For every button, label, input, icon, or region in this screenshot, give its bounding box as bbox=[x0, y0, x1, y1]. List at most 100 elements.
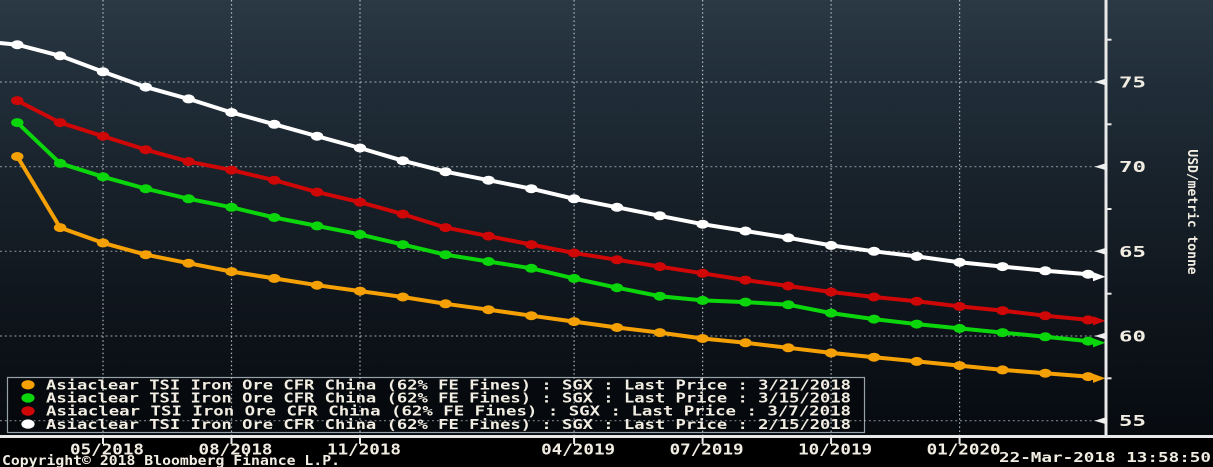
x-axis-label: 11/2018 bbox=[327, 441, 401, 459]
data-point bbox=[11, 96, 24, 106]
data-point bbox=[782, 233, 795, 243]
data-point bbox=[1081, 269, 1095, 279]
legend-marker-curve-2018-02-15 bbox=[21, 419, 35, 429]
data-point bbox=[953, 361, 966, 371]
data-point bbox=[11, 40, 24, 50]
data-point bbox=[268, 273, 281, 283]
data-point bbox=[824, 348, 838, 358]
data-point bbox=[910, 251, 923, 261]
data-point bbox=[396, 240, 409, 250]
data-point bbox=[439, 299, 452, 309]
copyright-text: Copyright© 2018 Bloomberg Finance L.P. bbox=[2, 454, 340, 467]
data-point bbox=[910, 296, 923, 306]
data-point bbox=[182, 94, 195, 104]
data-point bbox=[996, 328, 1009, 338]
data-point bbox=[953, 323, 966, 333]
data-point bbox=[310, 280, 324, 290]
x-axis-label: 10/2019 bbox=[798, 441, 872, 459]
data-point bbox=[953, 257, 966, 267]
series-curve-2018-03-21 bbox=[11, 152, 1106, 383]
series-curve-2018-03-15 bbox=[11, 118, 1106, 348]
data-point bbox=[824, 308, 838, 318]
data-point bbox=[867, 246, 881, 256]
data-point bbox=[182, 157, 195, 167]
data-point bbox=[1039, 266, 1052, 276]
y-axis-tick bbox=[1094, 416, 1107, 425]
series-end-arrow bbox=[1093, 272, 1106, 282]
legend-label-curve-2018-03-15: Asiaclear TSI Iron Ore CFR China (62% FE… bbox=[46, 392, 851, 407]
data-point bbox=[867, 352, 881, 362]
x-axis-label: 04/2019 bbox=[541, 441, 615, 459]
data-point bbox=[696, 219, 709, 229]
data-point bbox=[53, 51, 67, 61]
data-point bbox=[567, 194, 581, 204]
y-axis-tick bbox=[1094, 247, 1107, 256]
data-point bbox=[225, 202, 238, 212]
axis-labels: 05/2018 08/2018 11/2018 04/2019 07/2019 10/20… bbox=[70, 74, 1146, 459]
data-point bbox=[610, 202, 624, 212]
data-point bbox=[482, 175, 495, 185]
data-point bbox=[396, 209, 409, 219]
data-point bbox=[353, 286, 367, 296]
data-point bbox=[310, 221, 324, 231]
x-axis-label: 07/2019 bbox=[670, 441, 744, 459]
data-point bbox=[225, 267, 238, 277]
data-point bbox=[824, 240, 838, 250]
legend-box bbox=[6, 376, 866, 434]
data-point bbox=[782, 300, 795, 310]
y-axis-tick bbox=[1094, 78, 1107, 86]
data-point bbox=[396, 156, 409, 166]
data-point bbox=[782, 281, 795, 291]
data-point bbox=[268, 175, 281, 185]
legend-label-curve-2018-02-15: Asiaclear TSI Iron Ore CFR China (62% FE… bbox=[46, 418, 851, 433]
y-axis-tick bbox=[1094, 162, 1107, 171]
data-point bbox=[910, 319, 923, 329]
data-point bbox=[353, 229, 367, 239]
legend: Asiaclear TSI Iron Ore CFR China (62% FE… bbox=[21, 379, 851, 433]
series-lines bbox=[0, 40, 1106, 383]
data-point bbox=[1039, 332, 1052, 342]
data-point bbox=[482, 305, 495, 315]
data-point bbox=[739, 297, 752, 307]
data-point bbox=[1081, 372, 1095, 382]
plot-background bbox=[0, 0, 1213, 437]
data-point bbox=[11, 152, 24, 161]
data-point bbox=[653, 211, 666, 221]
data-point bbox=[953, 301, 966, 311]
data-point bbox=[53, 118, 67, 128]
series-line bbox=[0, 40, 1096, 279]
data-point bbox=[782, 343, 795, 353]
data-point bbox=[439, 250, 452, 260]
data-point bbox=[867, 292, 881, 302]
data-point bbox=[696, 295, 709, 305]
data-point bbox=[867, 314, 881, 324]
data-point bbox=[96, 172, 110, 182]
data-point bbox=[567, 248, 581, 258]
data-point bbox=[182, 194, 195, 204]
data-point bbox=[1039, 368, 1052, 378]
data-point bbox=[824, 287, 838, 297]
data-point bbox=[996, 365, 1009, 375]
legend-background bbox=[6, 376, 866, 434]
y-axis-title: USD/metric tonne bbox=[1184, 149, 1199, 274]
data-point bbox=[53, 223, 67, 233]
data-point bbox=[996, 262, 1009, 272]
y-axis-label: 70 bbox=[1119, 158, 1146, 176]
data-point bbox=[653, 328, 666, 338]
data-point bbox=[53, 158, 67, 168]
data-point bbox=[525, 263, 538, 273]
data-point bbox=[525, 184, 538, 194]
y-axis-tick bbox=[1094, 332, 1107, 340]
x-axis-label: 05/2018 bbox=[70, 441, 144, 459]
data-point bbox=[610, 283, 624, 293]
data-point bbox=[910, 356, 923, 366]
data-point bbox=[567, 317, 581, 327]
series-end-arrow bbox=[1093, 316, 1106, 326]
data-point bbox=[739, 338, 752, 348]
data-point bbox=[139, 184, 152, 194]
data-point bbox=[439, 167, 452, 177]
data-point bbox=[182, 258, 195, 268]
data-point bbox=[696, 334, 709, 343]
data-point bbox=[96, 131, 110, 141]
